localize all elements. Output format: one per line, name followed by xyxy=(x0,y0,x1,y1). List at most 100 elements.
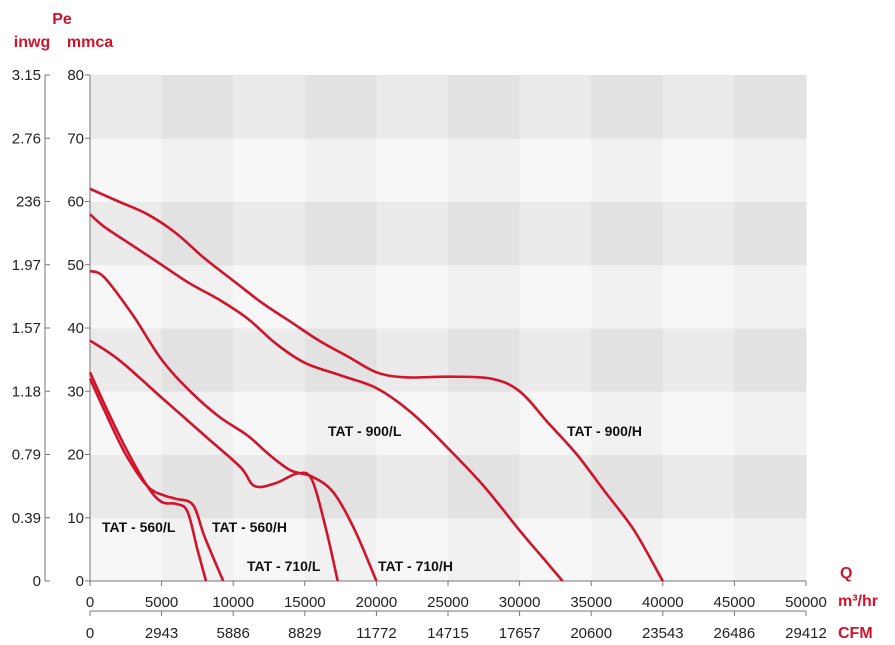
grid-cell xyxy=(233,75,306,139)
x-tick-label-m3hr: 40000 xyxy=(642,594,684,611)
y-tick-label-inwg: 0.79 xyxy=(12,447,41,464)
x-tick-label-m3hr: 15000 xyxy=(284,594,326,611)
curve-label: TAT - 560/L xyxy=(102,519,176,535)
grid-cell xyxy=(519,75,592,139)
grid-cell xyxy=(376,201,449,266)
grid-cell xyxy=(662,391,735,455)
y-tick-label-inwg: 1.18 xyxy=(12,383,41,400)
y-tick-label-mmca: 0 xyxy=(76,573,84,590)
grid-cell xyxy=(376,454,449,519)
grid-cell xyxy=(591,201,664,266)
x-tick-label-cfm: 29412 xyxy=(785,625,827,642)
curve-tat-710-h xyxy=(89,269,378,582)
grid-cell xyxy=(519,201,592,266)
axes: 00100.39200.79301.18401.57501.9760236702… xyxy=(12,67,827,642)
x-tick-label-cfm: 11772 xyxy=(356,625,397,642)
y-axis-title-pe: Pe xyxy=(52,11,72,28)
grid-cell xyxy=(233,391,306,455)
x-tick-label-cfm: 14715 xyxy=(427,625,469,642)
y-tick-label-mmca: 20 xyxy=(67,447,84,464)
x-axis-unit-m3hr: m³/hr xyxy=(838,593,878,610)
curve-labels: TAT - 560/L TAT - 560/H TAT - 710/L TAT - 7… xyxy=(102,423,642,574)
grid-cell xyxy=(734,138,807,202)
grid-cell xyxy=(233,138,306,202)
grid-cell xyxy=(591,264,664,329)
x-tick-label-cfm: 26486 xyxy=(714,625,756,642)
x-tick-label-m3hr: 5000 xyxy=(145,594,178,611)
grid-cell xyxy=(662,201,735,266)
y-axis-unit-mmca: mmca xyxy=(67,34,113,51)
grid-cell xyxy=(304,391,377,455)
grid-cell xyxy=(233,517,306,582)
grid-cell xyxy=(304,138,377,202)
grid-cell xyxy=(734,264,807,329)
grid-cell xyxy=(161,454,234,519)
grid-cell xyxy=(376,138,449,202)
grid-cell xyxy=(161,201,234,266)
x-tick-label-cfm: 0 xyxy=(86,625,94,642)
grid-cell xyxy=(376,75,449,139)
grid-cell xyxy=(233,201,306,266)
grid-cell xyxy=(591,75,664,139)
curve-label: TAT - 900/H xyxy=(567,423,642,439)
curve-tat-900-h xyxy=(89,187,664,582)
y-tick-label-mmca: 80 xyxy=(67,67,84,84)
y-tick-label-mmca: 50 xyxy=(67,257,84,274)
grid-cell xyxy=(591,517,664,582)
curve-tat-710-l xyxy=(89,339,339,582)
grid-cell xyxy=(662,75,735,139)
grid-cell xyxy=(519,264,592,329)
grid-cell xyxy=(304,454,377,519)
grid-cell xyxy=(90,201,163,266)
grid-cell xyxy=(161,75,234,139)
y-tick-label-mmca: 10 xyxy=(67,510,84,527)
y-tick-label-inwg: 0.39 xyxy=(12,510,41,527)
grid-cell xyxy=(90,328,163,392)
grid-cell xyxy=(161,138,234,202)
x-tick-label-m3hr: 20000 xyxy=(356,594,398,611)
x-axis-title-q: Q xyxy=(840,565,852,582)
grid-cell xyxy=(448,391,521,455)
curve-label: TAT - 900/L xyxy=(328,423,402,439)
x-tick-label-m3hr: 50000 xyxy=(785,594,827,611)
grid-cell xyxy=(90,517,163,582)
grid-cell xyxy=(734,454,807,519)
x-tick-label-m3hr: 35000 xyxy=(570,594,612,611)
grid-cell xyxy=(591,138,664,202)
grid-cell xyxy=(519,138,592,202)
grid-cell xyxy=(161,328,234,392)
y-tick-label-inwg: 1.97 xyxy=(12,257,41,274)
grid-cell xyxy=(448,75,521,139)
x-tick-label-m3hr: 10000 xyxy=(212,594,254,611)
grid-cell xyxy=(304,75,377,139)
grid-cell xyxy=(734,75,807,139)
y-tick-label-inwg: 0 xyxy=(33,573,41,590)
grid-cell xyxy=(90,75,163,139)
grid-cell xyxy=(304,264,377,329)
grid-cell xyxy=(734,328,807,392)
x-tick-label-cfm: 23543 xyxy=(642,625,684,642)
x-axis-unit-cfm: CFM xyxy=(838,625,873,642)
x-tick-label-m3hr: 25000 xyxy=(427,594,469,611)
grid-cell xyxy=(662,264,735,329)
grid-cell xyxy=(376,517,449,582)
grid-cell xyxy=(448,517,521,582)
grid-cell xyxy=(591,391,664,455)
grid-cell xyxy=(376,264,449,329)
curve-label: TAT - 710/L xyxy=(247,558,321,574)
y-tick-label-inwg: 236 xyxy=(16,194,41,211)
grid-cell xyxy=(304,517,377,582)
grid-cell xyxy=(161,391,234,455)
grid-cell xyxy=(734,201,807,266)
performance-curves xyxy=(88,187,664,582)
curve-tat-900-l xyxy=(89,213,564,582)
grid-cell xyxy=(662,328,735,392)
grid-cell xyxy=(662,138,735,202)
grid-cell xyxy=(448,328,521,392)
y-tick-label-mmca: 60 xyxy=(67,194,84,211)
grid-cell xyxy=(734,517,807,582)
curve-label: TAT - 560/H xyxy=(212,519,287,535)
grid-cell xyxy=(161,264,234,329)
x-tick-label-cfm: 17657 xyxy=(499,625,541,642)
